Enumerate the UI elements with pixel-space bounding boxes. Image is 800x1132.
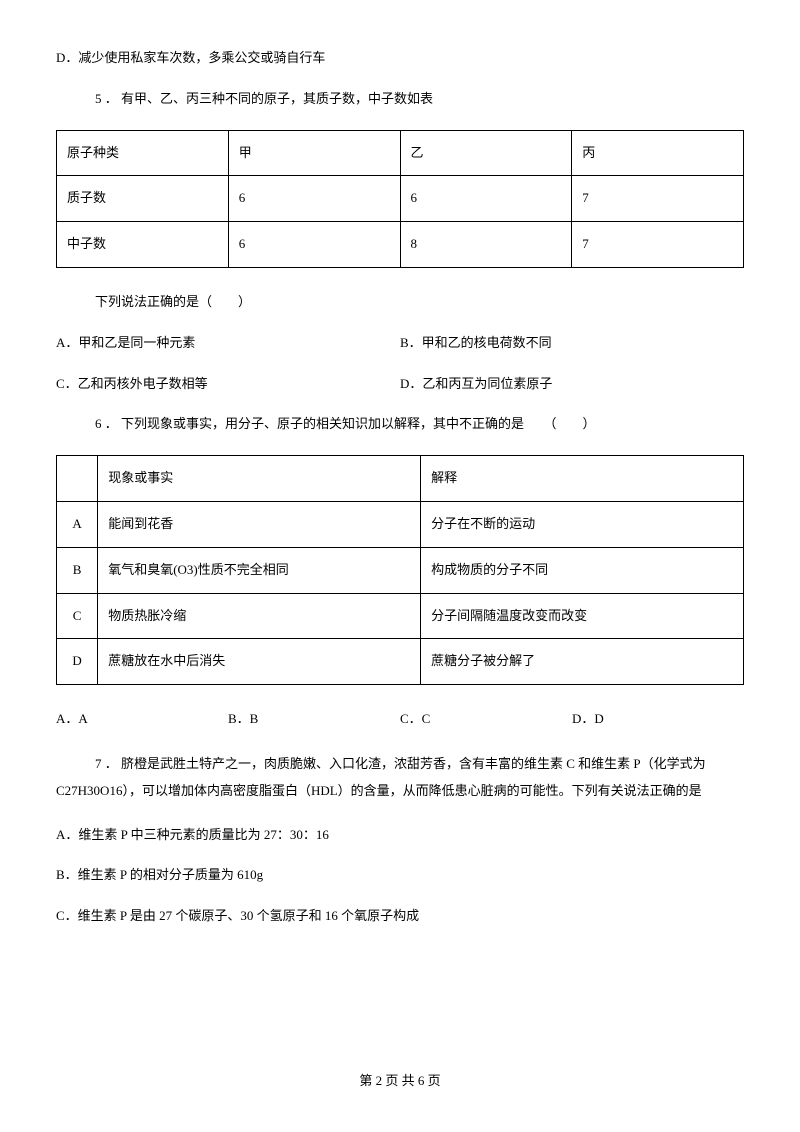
q7-option-b: B．维生素 P 的相对分子质量为 610g <box>56 865 744 886</box>
cell: 分子在不断的运动 <box>421 501 744 547</box>
q5-option-d: D．乙和丙互为同位素原子 <box>400 374 744 395</box>
q7-option-c: C．维生素 P 是由 27 个碳原子、30 个氢原子和 16 个氧原子构成 <box>56 906 744 927</box>
cell: 6 <box>400 176 572 222</box>
q5-options-row1: A．甲和乙是同一种元素 B．甲和乙的核电荷数不同 <box>56 333 744 354</box>
cell: 氧气和臭氧(O3)性质不完全相同 <box>98 547 421 593</box>
q6-table: 现象或事实 解释 A 能闻到花香 分子在不断的运动 B 氧气和臭氧(O3)性质不… <box>56 455 744 685</box>
cell: 能闻到花香 <box>98 501 421 547</box>
cell <box>57 456 98 502</box>
cell: 物质热胀冷缩 <box>98 593 421 639</box>
cell: A <box>57 501 98 547</box>
q5-prompt: 下列说法正确的是（ ） <box>56 292 744 313</box>
q5-option-b: B．甲和乙的核电荷数不同 <box>400 333 744 354</box>
table-row: 原子种类 甲 乙 丙 <box>57 130 744 176</box>
cell: 甲 <box>228 130 400 176</box>
cell: 7 <box>572 222 744 268</box>
cell: 乙 <box>400 130 572 176</box>
prev-option-d: D．减少使用私家车次数，多乘公交或骑自行车 <box>56 48 744 69</box>
cell: 现象或事实 <box>98 456 421 502</box>
table-row: C 物质热胀冷缩 分子间隔随温度改变而改变 <box>57 593 744 639</box>
q6-option-b: B．B <box>228 709 400 730</box>
q5-table: 原子种类 甲 乙 丙 质子数 6 6 7 中子数 6 8 7 <box>56 130 744 268</box>
q6-options: A．A B．B C．C D．D <box>56 709 744 730</box>
cell: 分子间隔随温度改变而改变 <box>421 593 744 639</box>
table-row: D 蔗糖放在水中后消失 蔗糖分子被分解了 <box>57 639 744 685</box>
table-row: 质子数 6 6 7 <box>57 176 744 222</box>
table-row: 现象或事实 解释 <box>57 456 744 502</box>
cell: 7 <box>572 176 744 222</box>
cell: 质子数 <box>57 176 229 222</box>
cell: 6 <box>228 176 400 222</box>
q5-options-row2: C．乙和丙核外电子数相等 D．乙和丙互为同位素原子 <box>56 374 744 395</box>
cell: 构成物质的分子不同 <box>421 547 744 593</box>
cell: D <box>57 639 98 685</box>
cell: 8 <box>400 222 572 268</box>
table-row: A 能闻到花香 分子在不断的运动 <box>57 501 744 547</box>
cell: 中子数 <box>57 222 229 268</box>
cell: C <box>57 593 98 639</box>
q7-stem: 7 ． 脐橙是武胜土特产之一，肉质脆嫩、入口化渣，浓甜芳香，含有丰富的维生素 C… <box>56 750 744 805</box>
cell: 原子种类 <box>57 130 229 176</box>
cell: B <box>57 547 98 593</box>
cell: 蔗糖分子被分解了 <box>421 639 744 685</box>
page-footer: 第 2 页 共 6 页 <box>0 1071 800 1092</box>
cell: 蔗糖放在水中后消失 <box>98 639 421 685</box>
cell: 6 <box>228 222 400 268</box>
q7-option-a: A．维生素 P 中三种元素的质量比为 27：30：16 <box>56 825 744 846</box>
cell: 丙 <box>572 130 744 176</box>
table-row: 中子数 6 8 7 <box>57 222 744 268</box>
q6-option-a: A．A <box>56 709 228 730</box>
q5-stem: 5 ． 有甲、乙、丙三种不同的原子，其质子数，中子数如表 <box>56 89 744 110</box>
q6-option-c: C．C <box>400 709 572 730</box>
q5-option-a: A．甲和乙是同一种元素 <box>56 333 400 354</box>
q5-option-c: C．乙和丙核外电子数相等 <box>56 374 400 395</box>
q6-option-d: D．D <box>572 709 744 730</box>
table-row: B 氧气和臭氧(O3)性质不完全相同 构成物质的分子不同 <box>57 547 744 593</box>
q6-stem: 6 ． 下列现象或事实，用分子、原子的相关知识加以解释，其中不正确的是 （ ） <box>56 414 744 435</box>
cell: 解释 <box>421 456 744 502</box>
